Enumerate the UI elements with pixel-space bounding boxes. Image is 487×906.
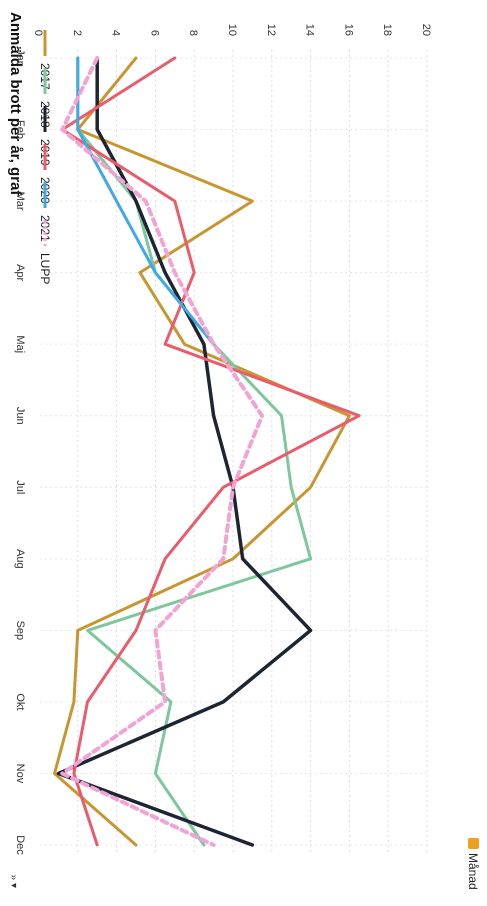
x-tick-label: Feb (14, 120, 26, 139)
x-tick-label: Sep (14, 621, 26, 641)
series-line-2018 (76, 56, 313, 847)
x-tick-label: Apr (14, 264, 26, 281)
x-tick-label: Jan (14, 49, 26, 67)
month-label: Månad (466, 853, 480, 890)
chart-title: Anmälda brott per år, graf (7, 12, 24, 196)
series-lines (53, 56, 361, 847)
y-tick-label: 16 (342, 24, 354, 36)
y-tick-label: 14 (304, 24, 316, 36)
series-line-2019 (56, 56, 313, 847)
x-tick-label: Jun (14, 407, 26, 425)
x-tick-label: Aug (14, 549, 26, 569)
y-axis-ticks: 0 2 4 6 8 10 12 14 16 18 20 (32, 24, 432, 36)
x-tick-label: Jul (14, 480, 26, 494)
series-line-2020 (60, 56, 361, 847)
x-tick-label: Maj (14, 335, 26, 353)
legend-footer[interactable]: Månad (466, 838, 480, 890)
y-tick-label: 18 (381, 24, 393, 36)
x-tick-label: Dec (14, 835, 26, 855)
x-tick-label: Okt (14, 693, 26, 710)
series-line-2017 (53, 56, 351, 847)
y-tick-label: 4 (110, 30, 122, 36)
series-line-lupp (60, 56, 265, 847)
toolbar-chevrons[interactable]: » ▾ (8, 875, 19, 888)
x-tick-label: Mar (14, 192, 26, 211)
y-tick-label: 10 (226, 24, 238, 36)
x-tick-label: Nov (14, 764, 26, 784)
x-axis-ticks: Jan Feb Mar Apr Maj Jun Jul Aug Sep Okt Nov Dec (14, 49, 26, 855)
y-tick-label: 0 (32, 30, 44, 36)
y-tick-label: 2 (71, 30, 83, 36)
y-tick-label: 20 (420, 24, 432, 36)
y-tick-label: 8 (187, 30, 199, 36)
series-line-2021 (76, 56, 216, 346)
gridlines (39, 50, 428, 855)
legend-entry-lupp[interactable]: LUPP (38, 220, 52, 284)
y-tick-label: 6 (148, 30, 160, 36)
rotated-chart: Anmälda brott per år, graf » ▾ 0 2 4 6 8 10 12… (7, 12, 480, 890)
refresh-icon[interactable] (468, 838, 479, 849)
y-tick-label: 12 (265, 24, 277, 36)
legend-column: 20172018201920202021LUPP (38, 30, 52, 284)
legend-label: LUPP (38, 253, 52, 284)
